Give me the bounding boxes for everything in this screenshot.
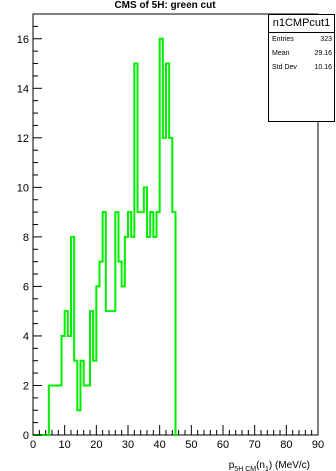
x-tick-label: 20: [90, 439, 102, 451]
histogram-bin: [84, 385, 87, 435]
chart-title: CMS of 5H: green cut: [114, 0, 216, 11]
y-tick-label: 12: [17, 133, 29, 145]
y-tick-label: 14: [17, 83, 29, 95]
histogram-bin: [106, 311, 109, 435]
x-tick-label: 10: [59, 439, 71, 451]
histogram-bin: [163, 138, 166, 435]
stats-title: n1CMPcut1: [269, 15, 334, 33]
histogram-bin: [58, 385, 61, 435]
x-tick-label: 90: [312, 439, 324, 451]
histogram-bin: [122, 286, 125, 435]
histogram-bin: [87, 385, 90, 435]
histogram-bin: [131, 237, 134, 435]
x-tick-label: 40: [154, 439, 166, 451]
histogram-bin: [100, 262, 103, 435]
y-tick-label: 0: [23, 430, 29, 442]
stats-value: 323: [320, 36, 332, 43]
x-tick-label: 70: [249, 439, 261, 451]
histogram-bin: [147, 237, 150, 435]
histogram-bin: [157, 212, 160, 435]
histogram-bin: [150, 212, 153, 435]
histogram-bin: [128, 212, 131, 435]
x-tick-label: 0: [30, 439, 36, 451]
stats-row-mean: Mean 29.16: [269, 47, 334, 61]
stats-value: 29.16: [314, 50, 332, 57]
stats-label: Std Dev: [272, 64, 297, 71]
x-tick-label: 50: [185, 439, 197, 451]
stats-row-stddev: Std Dev 10.16: [269, 61, 334, 75]
y-tick-label: 2: [23, 380, 29, 392]
stats-value: 10.16: [314, 64, 332, 71]
x-tick-label: 80: [280, 439, 292, 451]
histogram-bin: [112, 311, 115, 435]
histogram-bin: [109, 311, 112, 435]
histogram-bin: [119, 262, 122, 435]
y-tick-label: 16: [17, 34, 29, 46]
y-tick-label: 4: [23, 331, 29, 343]
x-axis-label: p5H CM(n1) (MeV/c): [229, 460, 310, 471]
histogram-bin: [93, 361, 96, 435]
histogram-bin: [68, 336, 71, 435]
histogram-bin: [138, 212, 141, 435]
y-tick-label: 6: [23, 281, 29, 293]
histogram-series-line: [33, 37, 179, 436]
stats-label: Mean: [272, 50, 290, 57]
y-tick-label: 8: [23, 232, 29, 244]
stats-box: n1CMPcut1 Entries 323 Mean 29.16 Std Dev…: [268, 14, 335, 122]
histogram-bin: [153, 237, 156, 435]
histogram-bin: [141, 212, 144, 435]
y-tick-label: 10: [17, 182, 29, 194]
x-tick-label: 30: [122, 439, 134, 451]
stats-row-entries: Entries 323: [269, 33, 334, 47]
x-tick-label: 60: [217, 439, 229, 451]
histogram-bin: [55, 385, 58, 435]
histogram-bin: [52, 385, 55, 435]
stats-label: Entries: [272, 36, 294, 43]
